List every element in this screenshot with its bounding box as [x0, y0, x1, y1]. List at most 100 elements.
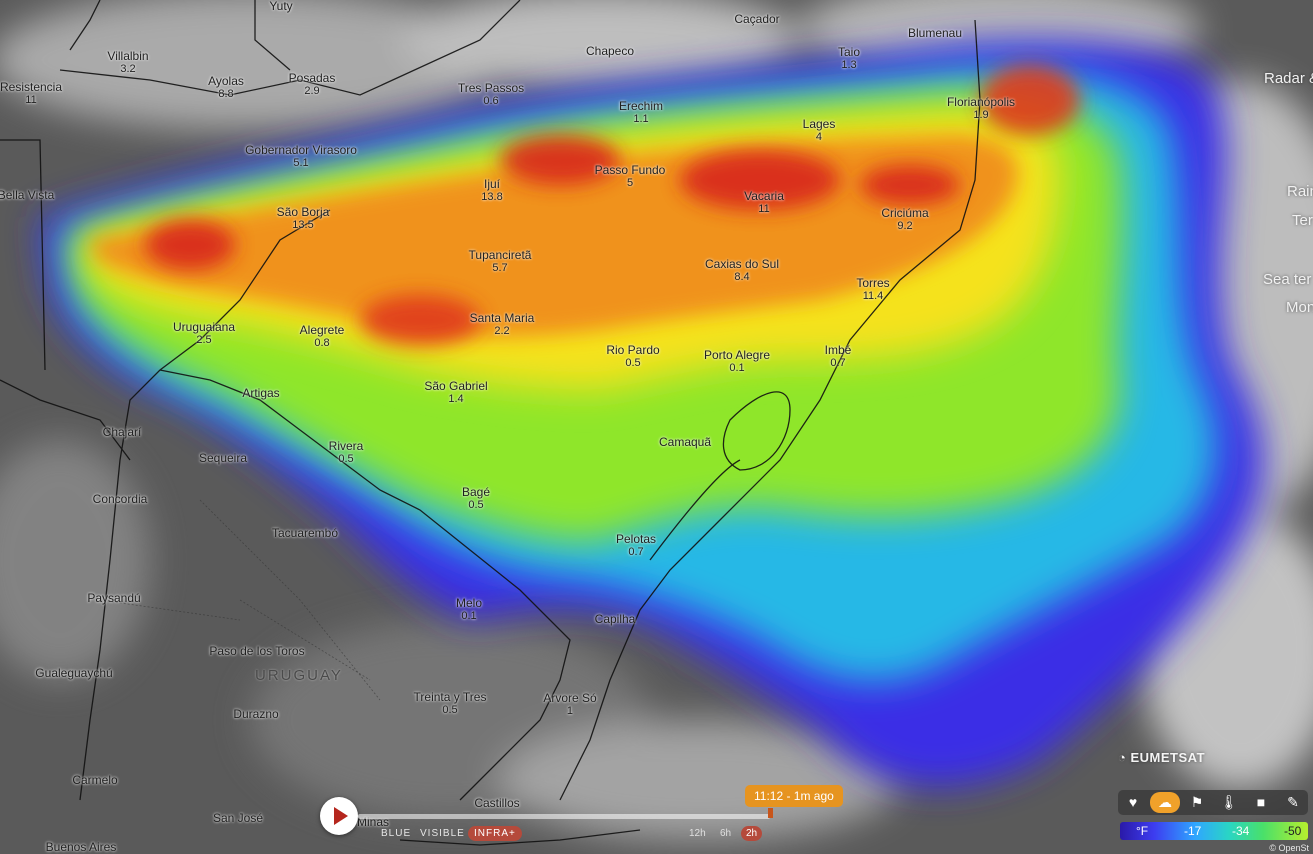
city-value: 3.2 — [120, 63, 136, 75]
city-name: Durazno — [233, 707, 279, 721]
city-label[interactable]: Santa Maria 2.2 — [470, 312, 535, 338]
city-value: 11.4 — [862, 290, 884, 302]
city-name: Paysandú — [87, 591, 141, 605]
city-label[interactable]: Tacuarembó — [272, 527, 338, 540]
city-value: 13.5 — [292, 219, 314, 231]
flag-icon[interactable]: ⚑ — [1190, 794, 1204, 810]
city-name: Melo — [455, 596, 483, 610]
city-value: 5 — [626, 177, 634, 189]
city-label[interactable]: Rivera 0.5 — [329, 440, 364, 466]
city-label[interactable]: Tupanciretã 5.7 — [469, 249, 532, 275]
play-button[interactable] — [320, 797, 358, 835]
city-label[interactable]: Blumenau — [908, 27, 962, 40]
city-label[interactable]: Passo Fundo 5 — [595, 164, 666, 190]
city-label[interactable]: Ayolas 8.8 — [208, 75, 244, 101]
city-label[interactable]: Paysandú — [87, 592, 140, 605]
city-label[interactable]: Rio Pardo 0.5 — [606, 344, 659, 370]
heart-icon[interactable]: ♥ — [1128, 794, 1138, 810]
city-label[interactable]: Lages 4 — [803, 118, 836, 144]
city-label[interactable]: Treinta y Tres 0.5 — [414, 691, 487, 717]
city-label[interactable]: Artigas — [242, 387, 279, 400]
city-label[interactable]: Porto Alegre 0.1 — [704, 349, 770, 375]
city-label[interactable]: San José — [213, 812, 263, 825]
eumetsat-icon: ◔ — [1118, 750, 1131, 765]
city-label[interactable]: Caxias do Sul 8.4 — [705, 258, 779, 284]
city-name: Arvore Só — [543, 691, 597, 705]
city-label[interactable]: Melo 0.1 — [456, 597, 482, 623]
city-label[interactable]: São Borja 13.5 — [277, 206, 330, 232]
city-label[interactable]: Resistencia 11 — [0, 81, 62, 107]
city-label[interactable]: Imbé 0.7 — [825, 344, 852, 370]
city-label[interactable]: Villalbin 3.2 — [107, 50, 148, 76]
city-name: Concordia — [92, 492, 148, 506]
city-name: Taio — [837, 45, 861, 59]
city-label[interactable]: Taio 1.3 — [838, 46, 860, 72]
city-name: Tacuarembó — [271, 526, 339, 540]
city-label[interactable]: Carmelo — [72, 774, 117, 787]
city-label[interactable]: Buenos Aires — [46, 841, 117, 854]
time-indicator: 11:12 - 1m ago — [745, 785, 843, 807]
city-value: 9.2 — [897, 220, 913, 232]
city-label[interactable]: Tres Passos 0.6 — [458, 82, 524, 108]
city-label[interactable]: Chajarí — [103, 426, 142, 439]
city-label[interactable]: São Gabriel 1.4 — [424, 380, 487, 406]
tab-blue[interactable]: BLUE — [381, 828, 412, 839]
city-label[interactable]: Concordia — [93, 493, 148, 506]
legend-unit: °F — [1136, 824, 1149, 838]
city-value: 8.4 — [734, 271, 750, 283]
thermometer-icon[interactable]: 🌡 — [1220, 794, 1238, 810]
city-label[interactable]: Camaquã — [659, 436, 711, 449]
city-label[interactable]: Capilha — [595, 613, 636, 626]
city-name: Paso de los Toros — [209, 644, 305, 658]
city-label[interactable]: Uruguaiana 2.5 — [173, 321, 235, 347]
city-value: 0.5 — [625, 357, 641, 369]
legend-tick: -50 — [1284, 824, 1302, 838]
city-label[interactable]: Chapeco — [586, 45, 634, 58]
city-label[interactable]: Gobernador Virasoro 5.1 — [245, 144, 357, 170]
city-name: Tupanciretã — [468, 248, 532, 262]
city-label[interactable]: Bagé 0.5 — [462, 486, 490, 512]
tab-infra[interactable]: INFRA+ — [468, 826, 522, 841]
city-label[interactable]: Alegrete 0.8 — [300, 324, 345, 350]
city-label[interactable]: Arvore Só 1 — [543, 692, 596, 718]
city-name: Artigas — [242, 386, 280, 400]
city-value: 0.5 — [468, 499, 484, 511]
city-name: Rivera — [328, 439, 364, 453]
city-label[interactable]: Castillos — [474, 797, 519, 810]
city-label[interactable]: Ijuí 13.8 — [481, 178, 502, 204]
range-12h[interactable]: 12h — [689, 828, 706, 839]
country-label: URUGUAY — [255, 667, 343, 684]
city-label[interactable]: Torres 11.4 — [856, 277, 889, 303]
play-icon — [334, 807, 348, 825]
range-2h[interactable]: 2h — [741, 826, 763, 841]
city-name: Caxias do Sul — [704, 257, 780, 271]
city-name: Treinta y Tres — [413, 690, 487, 704]
city-name: Buenos Aires — [45, 840, 117, 854]
tab-visible[interactable]: VISIBLE — [420, 828, 465, 839]
layer-toolbar: ♥ ☁ ⚑ 🌡 ■ ✎ — [1118, 790, 1308, 815]
city-label[interactable]: Caçador — [734, 13, 779, 26]
city-label[interactable]: Gualeguaychú — [35, 667, 112, 680]
pin-icon[interactable]: ✎ — [1287, 794, 1299, 810]
city-label[interactable]: Criciúma 9.2 — [881, 207, 928, 233]
range-6h[interactable]: 6h — [720, 828, 732, 839]
city-label[interactable]: Posadas 2.9 — [289, 72, 336, 98]
city-label[interactable]: Vacaria 11 — [744, 190, 784, 216]
timeline-thumb[interactable] — [768, 808, 773, 818]
city-name: São Borja — [276, 205, 330, 219]
satellite-cloud-icon[interactable]: ☁ — [1150, 792, 1180, 813]
city-label[interactable]: Durazno — [233, 708, 278, 721]
city-label[interactable]: Paso de los Toros — [209, 645, 304, 658]
city-value: 0.7 — [830, 357, 846, 369]
city-label[interactable]: Bella Vista — [0, 189, 54, 202]
city-name: Bagé — [461, 485, 491, 499]
city-label[interactable]: Pelotas 0.7 — [616, 533, 656, 559]
timeline-track[interactable] — [358, 808, 773, 819]
city-label[interactable]: Yuty — [269, 0, 292, 13]
camera-icon[interactable]: ■ — [1256, 794, 1266, 810]
city-value: 1.9 — [973, 109, 989, 121]
city-label[interactable]: Sequeira — [199, 452, 247, 465]
city-label[interactable]: Erechim 1.1 — [619, 100, 663, 126]
city-label[interactable]: Florianópolis 1.9 — [947, 96, 1015, 122]
